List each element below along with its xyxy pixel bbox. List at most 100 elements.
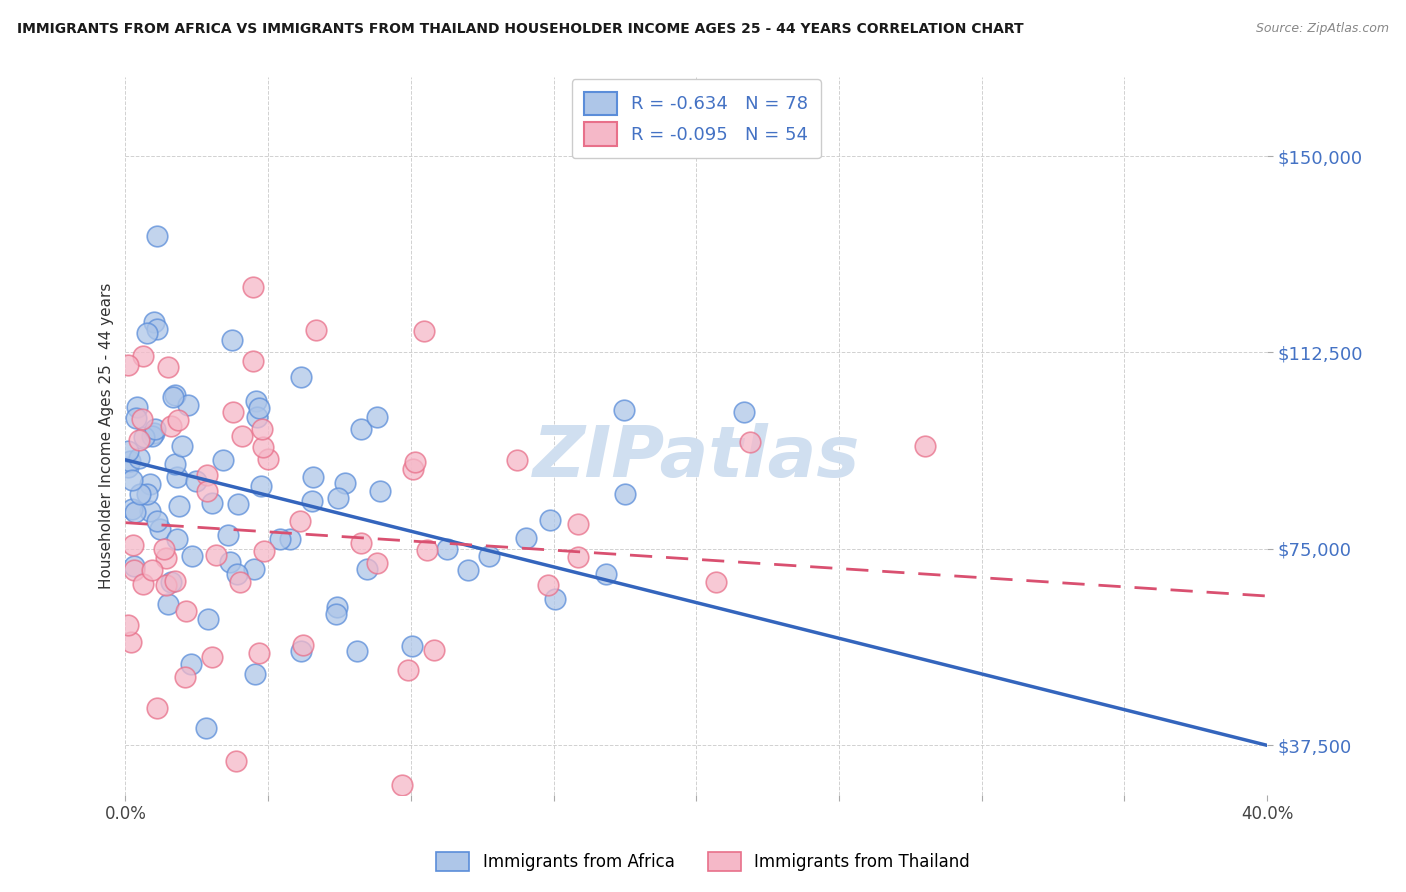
Point <box>738 434 761 449</box>
Point <box>145 228 167 243</box>
Point <box>181 549 204 563</box>
Point <box>201 649 224 664</box>
Point <box>614 486 637 500</box>
Point <box>325 607 347 621</box>
Point <box>436 542 458 557</box>
Point <box>143 422 166 436</box>
Point <box>302 470 325 484</box>
Point <box>135 486 157 500</box>
Point <box>301 494 323 508</box>
Point <box>138 504 160 518</box>
Point <box>163 388 186 402</box>
Point <box>120 453 142 467</box>
Point <box>250 422 273 436</box>
Point <box>160 419 183 434</box>
Point <box>366 556 388 570</box>
Point <box>225 754 247 768</box>
Point <box>138 476 160 491</box>
Point <box>346 644 368 658</box>
Point <box>143 426 166 441</box>
Point <box>131 349 153 363</box>
Point <box>222 405 245 419</box>
Text: IMMIGRANTS FROM AFRICA VS IMMIGRANTS FROM THAILAND HOUSEHOLDER INCOME AGES 25 - : IMMIGRANTS FROM AFRICA VS IMMIGRANTS FRO… <box>17 22 1024 37</box>
Point <box>121 473 143 487</box>
Point <box>131 412 153 426</box>
Point <box>257 452 280 467</box>
Point <box>195 721 218 735</box>
Point <box>201 496 224 510</box>
Point <box>205 548 228 562</box>
Point <box>404 455 426 469</box>
Point <box>212 453 235 467</box>
Legend: Immigrants from Africa, Immigrants from Thailand: Immigrants from Africa, Immigrants from … <box>427 843 979 880</box>
Point <box>132 577 155 591</box>
Point <box>247 401 270 415</box>
Point <box>252 440 274 454</box>
Point <box>122 559 145 574</box>
Point <box>269 533 291 547</box>
Point <box>165 574 187 589</box>
Point <box>253 544 276 558</box>
Point <box>157 359 180 374</box>
Point <box>704 574 727 589</box>
Point <box>195 467 218 482</box>
Point <box>396 663 419 677</box>
Point <box>184 474 207 488</box>
Point <box>159 574 181 589</box>
Point <box>143 315 166 329</box>
Point <box>537 578 560 592</box>
Point <box>148 522 170 536</box>
Point <box>245 394 267 409</box>
Point <box>177 398 200 412</box>
Point <box>278 532 301 546</box>
Point <box>391 778 413 792</box>
Point <box>125 411 148 425</box>
Point <box>325 600 347 615</box>
Y-axis label: Householder Income Ages 25 - 44 years: Householder Income Ages 25 - 44 years <box>100 283 114 590</box>
Point <box>174 604 197 618</box>
Point <box>506 452 529 467</box>
Point <box>247 646 270 660</box>
Point <box>195 484 218 499</box>
Point <box>155 578 177 592</box>
Point <box>423 643 446 657</box>
Point <box>221 333 243 347</box>
Point <box>166 533 188 547</box>
Point <box>249 479 271 493</box>
Point <box>117 444 139 458</box>
Point <box>163 457 186 471</box>
Point <box>457 563 479 577</box>
Point <box>122 563 145 577</box>
Point <box>162 390 184 404</box>
Point <box>121 501 143 516</box>
Point <box>290 370 312 384</box>
Point <box>129 487 152 501</box>
Point <box>166 469 188 483</box>
Point <box>914 439 936 453</box>
Point <box>291 638 314 652</box>
Point <box>117 358 139 372</box>
Point <box>117 617 139 632</box>
Point <box>242 280 264 294</box>
Point <box>170 439 193 453</box>
Point <box>370 484 392 499</box>
Point <box>356 562 378 576</box>
Point <box>242 562 264 576</box>
Point <box>538 513 561 527</box>
Point <box>413 324 436 338</box>
Point <box>544 592 567 607</box>
Point <box>478 549 501 563</box>
Point <box>146 514 169 528</box>
Point <box>153 542 176 557</box>
Point <box>733 405 755 419</box>
Point <box>121 538 143 552</box>
Point <box>366 409 388 424</box>
Legend: R = -0.634   N = 78, R = -0.095   N = 54: R = -0.634 N = 78, R = -0.095 N = 54 <box>572 79 821 158</box>
Point <box>246 409 269 424</box>
Point <box>136 326 159 340</box>
Point <box>226 567 249 582</box>
Point <box>128 450 150 465</box>
Point <box>141 563 163 577</box>
Point <box>290 644 312 658</box>
Point <box>595 567 617 582</box>
